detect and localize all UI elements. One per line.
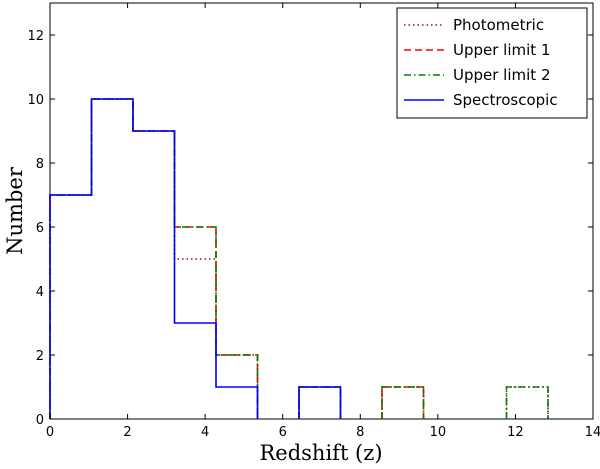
legend-label-upper-limit-2: Upper limit 2: [453, 66, 551, 84]
x-tick-label: 4: [201, 425, 209, 440]
x-tick-label: 8: [356, 425, 364, 440]
y-tick-label: 10: [27, 93, 44, 108]
x-tick-label: 12: [507, 425, 524, 440]
y-tick-label: 4: [36, 285, 44, 300]
y-tick-label: 8: [36, 157, 44, 172]
y-axis-label: Number: [3, 166, 27, 255]
series-spectroscopic: [49, 98, 342, 419]
legend-label-upper-limit-1: Upper limit 1: [453, 41, 551, 59]
x-tick-label: 10: [430, 425, 447, 440]
x-axis-ticks: 0 2 4 6 8 10 12 14: [46, 3, 600, 440]
x-tick-label: 0: [46, 425, 54, 440]
y-tick-label: 12: [27, 29, 44, 44]
x-tick-label: 2: [123, 425, 131, 440]
y-tick-label: 0: [36, 413, 44, 428]
x-tick-label: 6: [279, 425, 287, 440]
legend-label-photometric: Photometric: [453, 16, 544, 34]
y-tick-label: 2: [36, 349, 44, 364]
legend-label-spectroscopic: Spectroscopic: [453, 91, 558, 109]
y-axis-ticks: 0 2 4 6 8 10 12: [27, 29, 593, 428]
x-tick-label: 14: [585, 425, 600, 440]
series-layer: [49, 98, 549, 419]
legend: Photometric Upper limit 1 Upper limit 2 …: [396, 7, 588, 119]
x-axis-label: Redshift (z): [259, 441, 382, 465]
y-tick-label: 6: [36, 221, 44, 236]
